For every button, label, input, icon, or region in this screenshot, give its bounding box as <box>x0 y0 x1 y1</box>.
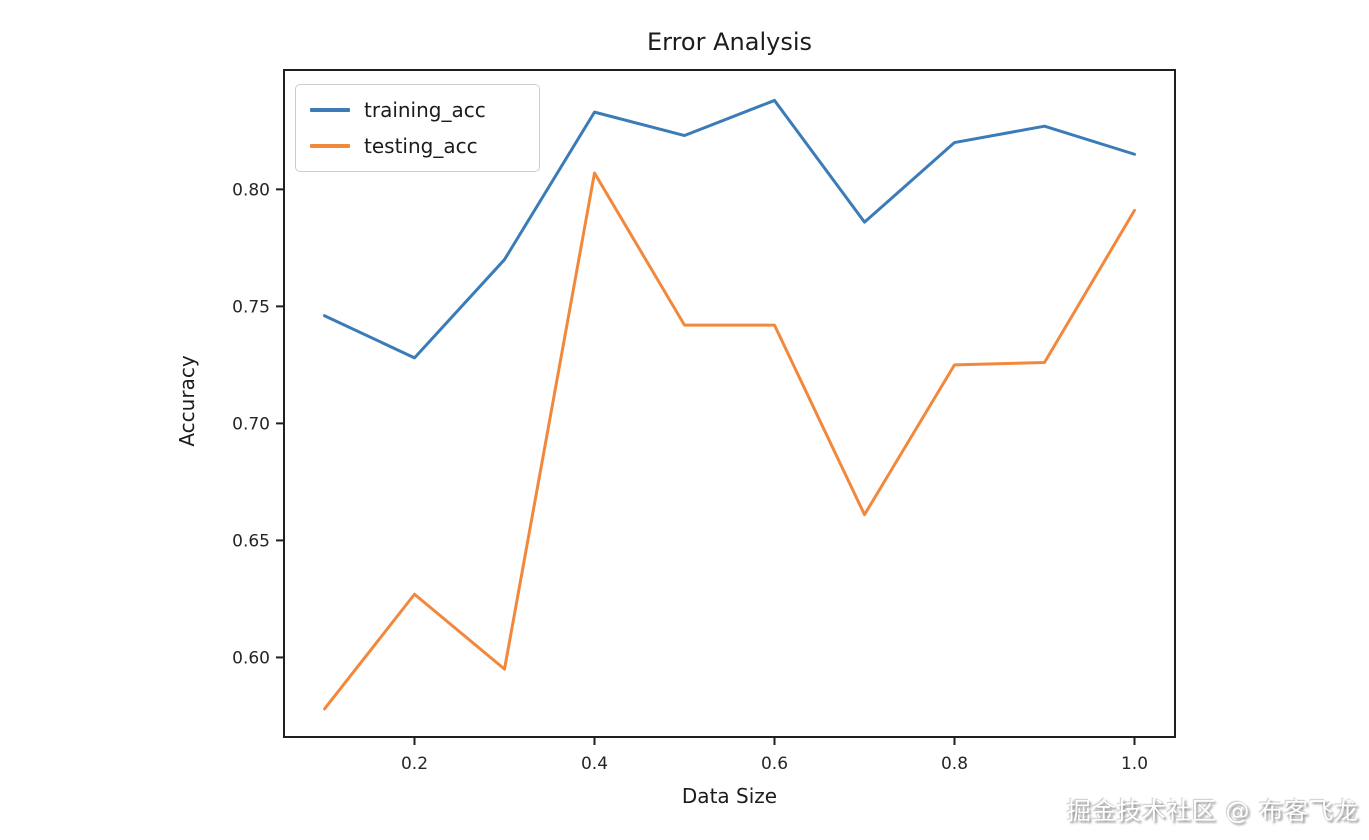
legend-label-training: training_acc <box>364 98 486 122</box>
svg-text:0.80: 0.80 <box>232 180 270 200</box>
svg-text:0.8: 0.8 <box>941 754 968 774</box>
testing-line-swatch <box>310 144 350 148</box>
watermark-text: 掘金技术社区 @ 布客飞龙 <box>1066 797 1359 825</box>
svg-text:0.60: 0.60 <box>232 648 270 668</box>
legend: training_acc testing_acc <box>295 84 540 172</box>
chart-title: Error Analysis <box>646 28 812 56</box>
svg-text:0.4: 0.4 <box>581 754 608 774</box>
svg-text:0.70: 0.70 <box>232 414 270 434</box>
svg-text:0.75: 0.75 <box>232 297 270 317</box>
training-line-swatch <box>310 108 350 112</box>
svg-text:0.6: 0.6 <box>761 754 788 774</box>
legend-item-testing: testing_acc <box>310 133 525 159</box>
svg-text:1.0: 1.0 <box>1121 754 1148 774</box>
svg-text:0.65: 0.65 <box>232 531 270 551</box>
legend-label-testing: testing_acc <box>364 134 478 158</box>
y-axis-label: Accuracy <box>175 355 199 447</box>
x-axis-label: Data Size <box>681 784 778 808</box>
svg-text:0.2: 0.2 <box>401 754 428 774</box>
legend-item-training: training_acc <box>310 97 525 123</box>
